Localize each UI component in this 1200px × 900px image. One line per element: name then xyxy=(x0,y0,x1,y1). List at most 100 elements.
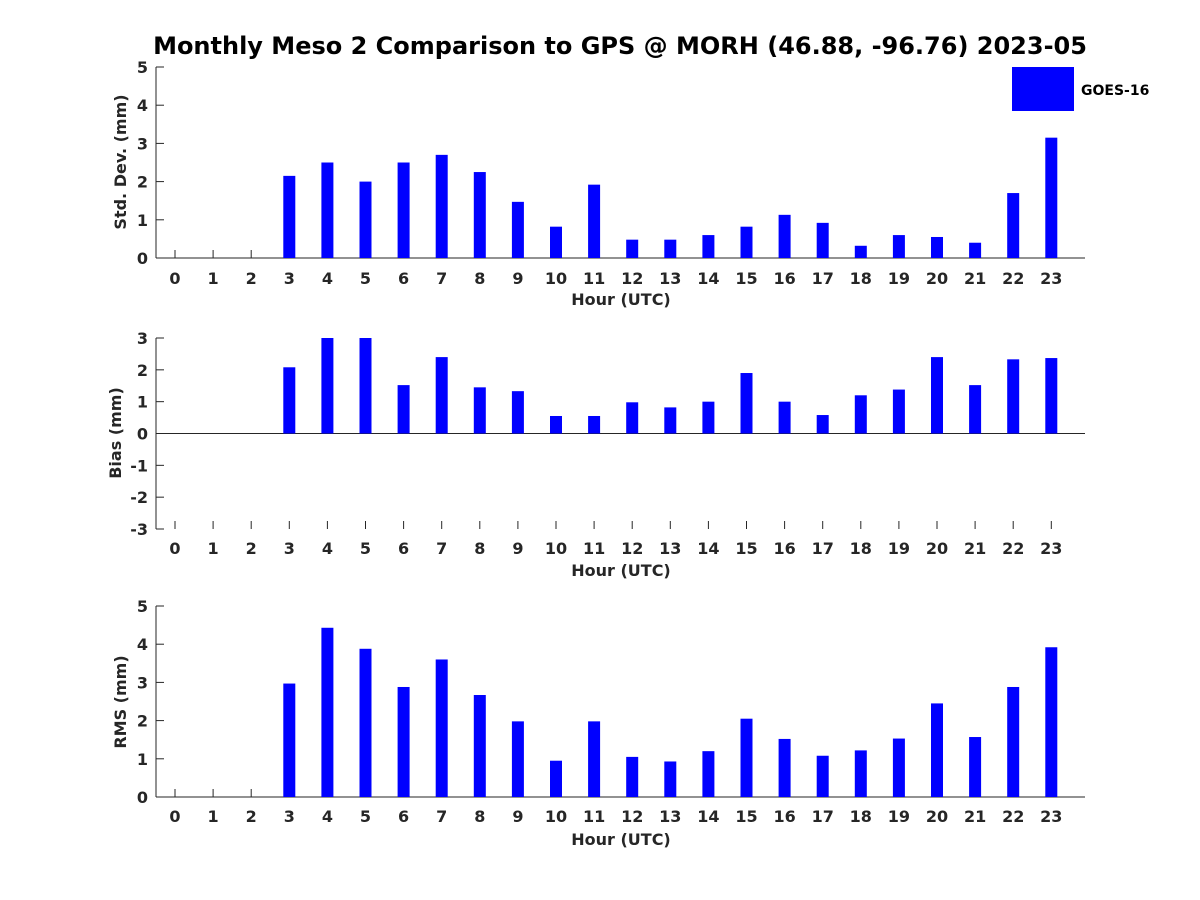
std-dev-x-tick-label: 11 xyxy=(583,269,605,288)
std-dev-bar xyxy=(435,154,448,258)
bias-bar xyxy=(435,357,448,434)
rms-x-tick-label: 7 xyxy=(436,807,447,826)
rms-bar xyxy=(397,686,410,797)
rms-x-tick-label: 23 xyxy=(1040,807,1062,826)
rms-bar xyxy=(473,695,486,797)
std-dev-bar xyxy=(892,235,905,258)
rms-ylabel: RMS (mm) xyxy=(111,655,130,748)
chart-title: Monthly Meso 2 Comparison to GPS @ MORH … xyxy=(153,32,1087,60)
bias-y-tick-label: -3 xyxy=(130,520,148,539)
bias-x-tick-label: 15 xyxy=(735,539,757,558)
bias-x-tick-label: 2 xyxy=(246,539,257,558)
rms-bar xyxy=(969,737,982,797)
rms-y-tick-label: 1 xyxy=(137,750,148,769)
bias-bar xyxy=(931,357,943,434)
std-dev-y-tick-label: 3 xyxy=(137,134,148,153)
std-dev-x-tick-label: 2 xyxy=(246,269,257,288)
std-dev-y-tick-label: 5 xyxy=(137,58,148,77)
legend: GOES-16 xyxy=(1012,67,1149,111)
bias-x-tick-label: 3 xyxy=(284,539,295,558)
rms-bar xyxy=(626,756,639,797)
bias-y-tick-label: 2 xyxy=(137,361,148,380)
rms-x-tick-label: 16 xyxy=(773,807,795,826)
std-dev-x-tick-label: 23 xyxy=(1040,269,1062,288)
rms-x-tick-label: 21 xyxy=(964,807,986,826)
rms-bar xyxy=(1045,647,1058,797)
std-dev-bar xyxy=(702,235,715,258)
bias-x-tick-label: 20 xyxy=(926,539,948,558)
rms-bar xyxy=(702,751,715,797)
std-dev-x-tick-label: 20 xyxy=(926,269,948,288)
bias-bar xyxy=(969,385,982,434)
bias-x-tick-label: 16 xyxy=(773,539,795,558)
std-dev-bar xyxy=(969,242,982,258)
std-dev-x-tick-label: 13 xyxy=(659,269,681,288)
rms-y-tick-label: 4 xyxy=(137,635,148,654)
rms-x-tick-label: 14 xyxy=(697,807,719,826)
std-dev-y-tick-label: 4 xyxy=(137,96,148,115)
std-dev-bar xyxy=(283,175,296,258)
rms-y-tick-label: 3 xyxy=(137,673,148,692)
bias-x-tick-label: 23 xyxy=(1040,539,1062,558)
bias-bar xyxy=(550,415,562,434)
rms-bar xyxy=(588,721,601,797)
bias-bar xyxy=(854,395,867,434)
std-dev-bar xyxy=(550,226,562,258)
std-dev-bar xyxy=(359,181,372,258)
bias-bar xyxy=(740,373,753,434)
std-dev-bar xyxy=(740,226,753,258)
std-dev-bar xyxy=(588,184,601,258)
legend-swatch xyxy=(1012,67,1074,111)
rms-x-tick-label: 22 xyxy=(1002,807,1024,826)
std-dev-x-tick-label: 9 xyxy=(512,269,523,288)
std-dev-x-tick-label: 21 xyxy=(964,269,986,288)
bias-bar xyxy=(321,338,334,434)
rms-bar xyxy=(816,755,829,797)
rms-bar xyxy=(511,721,524,797)
rms-bar xyxy=(321,627,334,797)
std-dev-bar xyxy=(511,201,524,258)
rms-x-tick-label: 0 xyxy=(169,807,180,826)
bias-bar xyxy=(359,338,372,434)
bias-x-tick-label: 18 xyxy=(850,539,872,558)
rms-bar xyxy=(435,659,448,797)
bias-xlabel: Hour (UTC) xyxy=(571,561,671,580)
std-dev-x-tick-label: 6 xyxy=(398,269,409,288)
rms-bar xyxy=(740,718,753,797)
std-dev-x-tick-label: 0 xyxy=(169,269,180,288)
std-dev-x-tick-label: 19 xyxy=(888,269,910,288)
bias-x-tick-label: 8 xyxy=(474,539,485,558)
rms-y-tick-label: 0 xyxy=(137,788,148,807)
bias-bar xyxy=(588,415,601,434)
rms-y-tick-label: 2 xyxy=(137,712,148,731)
bias-x-tick-label: 19 xyxy=(888,539,910,558)
bias-bar xyxy=(397,385,410,434)
bias-bar xyxy=(778,401,791,434)
rms-y-tick-label: 5 xyxy=(137,597,148,616)
rms-x-tick-label: 1 xyxy=(208,807,219,826)
bias-x-tick-label: 13 xyxy=(659,539,681,558)
bias-bar xyxy=(702,401,715,434)
std-dev-x-tick-label: 10 xyxy=(545,269,567,288)
std-dev-ylabel: Std. Dev. (mm) xyxy=(111,94,130,229)
bias-ylabel: Bias (mm) xyxy=(106,387,125,479)
bias-y-tick-label: 3 xyxy=(137,329,148,348)
bias-bar xyxy=(626,402,639,434)
bias-x-tick-label: 9 xyxy=(512,539,523,558)
std-dev-bar xyxy=(778,214,791,258)
std-dev-bar xyxy=(1007,193,1020,258)
bias-bar xyxy=(473,387,486,434)
std-dev-x-tick-label: 8 xyxy=(474,269,485,288)
bias-x-tick-label: 22 xyxy=(1002,539,1024,558)
std-dev-bar xyxy=(664,239,677,258)
rms-bar xyxy=(931,703,943,797)
rms-x-tick-label: 2 xyxy=(246,807,257,826)
bias-x-tick-label: 11 xyxy=(583,539,605,558)
std-dev-x-tick-label: 18 xyxy=(850,269,872,288)
rms-x-tick-label: 11 xyxy=(583,807,605,826)
std-dev-bar xyxy=(397,162,410,258)
bias-x-tick-label: 5 xyxy=(360,539,371,558)
bias-bar xyxy=(283,367,296,434)
